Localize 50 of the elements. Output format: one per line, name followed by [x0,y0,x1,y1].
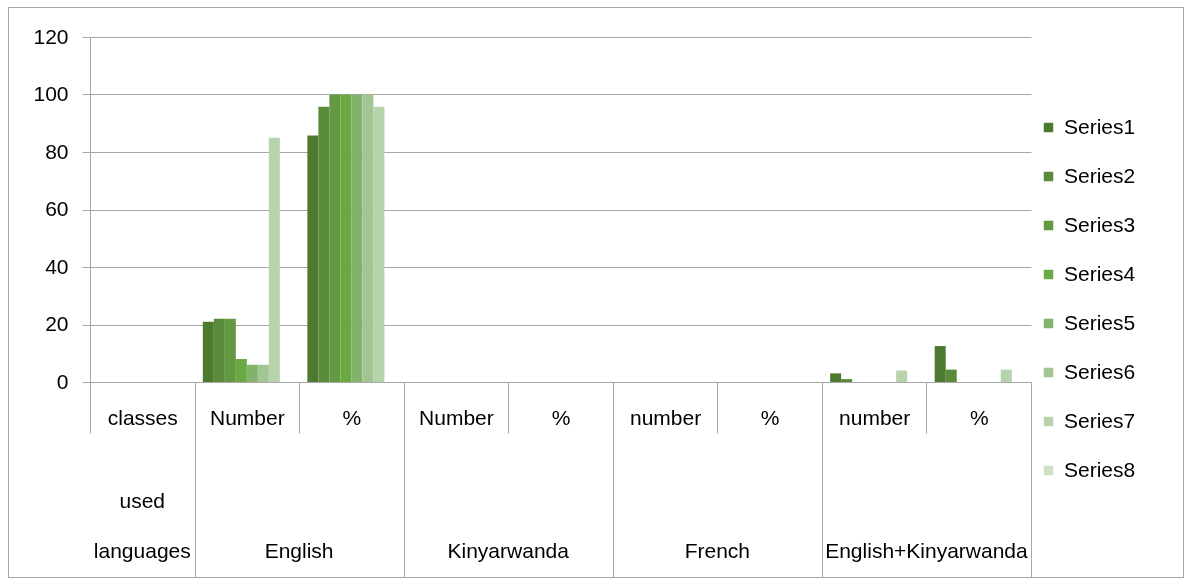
text: languages [93,539,191,562]
text: English+Kinyarwanda [825,539,1029,562]
legend-label: Series6 [1064,359,1136,383]
bar [373,106,385,382]
text: English [264,539,334,562]
x-tick-label: % [342,405,362,429]
y-tick-label: 20 [45,312,69,335]
bar [318,106,330,382]
x-tick-label: % [760,405,780,429]
x-tick-label: Number [419,405,494,429]
x-tick-label: Number [209,405,285,429]
bar [307,135,319,382]
y-tick-label: 120 [33,24,69,48]
bar [213,318,225,382]
y-tick-label: 0 [56,369,69,393]
bar [224,318,236,382]
bar [235,359,247,382]
bar [329,94,341,382]
bar [362,94,374,382]
legend-label: Series8 [1064,457,1136,481]
y-tick-label: 80 [45,139,69,163]
bar [351,94,363,382]
y-tick-label: 100 [33,82,69,105]
bar [841,379,853,382]
bar [268,137,280,382]
y-tick-label: 40 [45,254,69,278]
bar [257,364,269,382]
bar [340,94,352,382]
legend-label: Series1 [1064,114,1136,138]
x-tick-label: % [551,405,571,429]
bar [246,364,258,382]
bar [830,373,842,382]
bar [945,369,957,382]
bar [1000,369,1012,382]
x-tick-label: % [969,405,989,429]
legend-label: Series2 [1064,163,1136,187]
legend-label: Series7 [1064,408,1136,432]
x-tick-label: number [839,405,911,429]
legend-label: Series4 [1064,261,1136,285]
text: used [119,489,166,512]
bar [202,321,214,382]
x-tick-label: classes [107,405,178,429]
bar [934,346,946,382]
legend-label: Series5 [1064,310,1136,334]
x-tick-label: number [629,405,702,429]
legend-label: Series3 [1064,212,1136,236]
bar [896,370,908,382]
text: Kinyarwanda [447,539,570,562]
y-tick-label: 60 [45,197,69,220]
text: French [684,539,751,562]
